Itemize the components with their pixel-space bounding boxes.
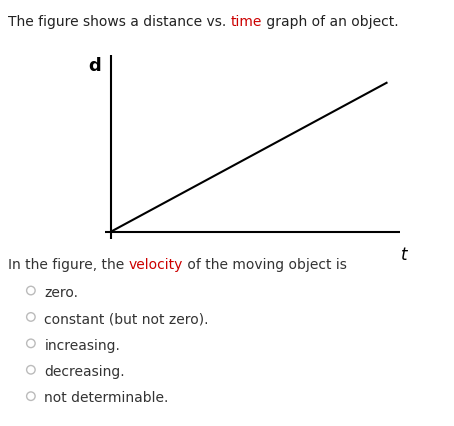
Text: In the figure, the: In the figure, the [8, 258, 129, 272]
Text: graph of an object.: graph of an object. [262, 15, 399, 29]
Text: time: time [231, 15, 262, 29]
Text: t: t [401, 246, 408, 264]
Text: The figure shows a distance vs.: The figure shows a distance vs. [8, 15, 231, 29]
Text: zero.: zero. [44, 286, 79, 300]
Text: not determinable.: not determinable. [44, 391, 169, 406]
Text: constant (but not zero).: constant (but not zero). [44, 312, 209, 326]
Text: decreasing.: decreasing. [44, 365, 125, 379]
Text: d: d [89, 57, 101, 75]
Text: velocity: velocity [129, 258, 183, 272]
Text: increasing.: increasing. [44, 339, 120, 353]
Text: of the moving object is: of the moving object is [183, 258, 347, 272]
